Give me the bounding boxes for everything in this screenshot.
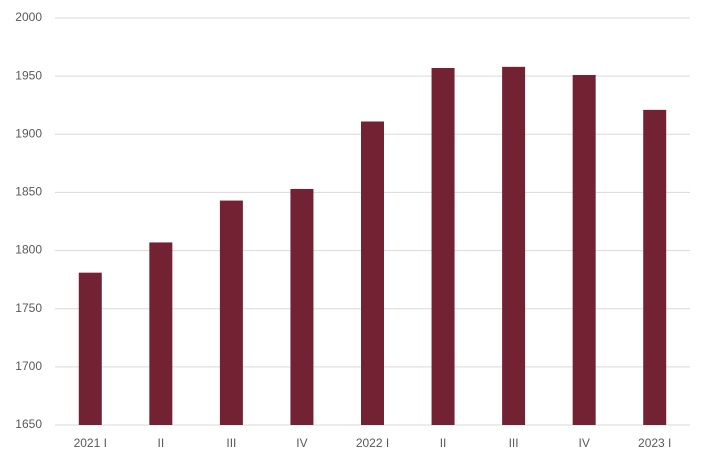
x-tick-label: 2021 I xyxy=(74,436,107,450)
y-tick-label: 1900 xyxy=(15,126,42,140)
x-tick-label: III xyxy=(509,436,519,450)
bar xyxy=(572,74,596,425)
y-tick-label: 1650 xyxy=(15,417,42,431)
bar xyxy=(431,68,455,425)
x-tick-label: 2023 I xyxy=(638,436,671,450)
x-tick-label: III xyxy=(226,436,236,450)
y-tick-label: 1700 xyxy=(15,359,42,373)
y-tick-label: 1950 xyxy=(15,68,42,82)
x-tick-label: IV xyxy=(296,436,307,450)
x-tick-label: IV xyxy=(578,436,589,450)
x-tick-label: 2022 I xyxy=(356,436,389,450)
bar xyxy=(149,242,173,425)
x-tick-label: II xyxy=(440,436,447,450)
bar xyxy=(643,109,667,425)
bar xyxy=(290,188,314,425)
bar xyxy=(78,272,102,425)
bar xyxy=(361,121,384,425)
bar xyxy=(502,66,526,425)
y-tick-label: 1850 xyxy=(15,185,42,199)
x-tick-label: II xyxy=(157,436,164,450)
y-tick-label: 2000 xyxy=(15,10,42,24)
y-tick-label: 1800 xyxy=(15,243,42,257)
bar xyxy=(219,200,243,425)
y-tick-label: 1750 xyxy=(15,301,42,315)
